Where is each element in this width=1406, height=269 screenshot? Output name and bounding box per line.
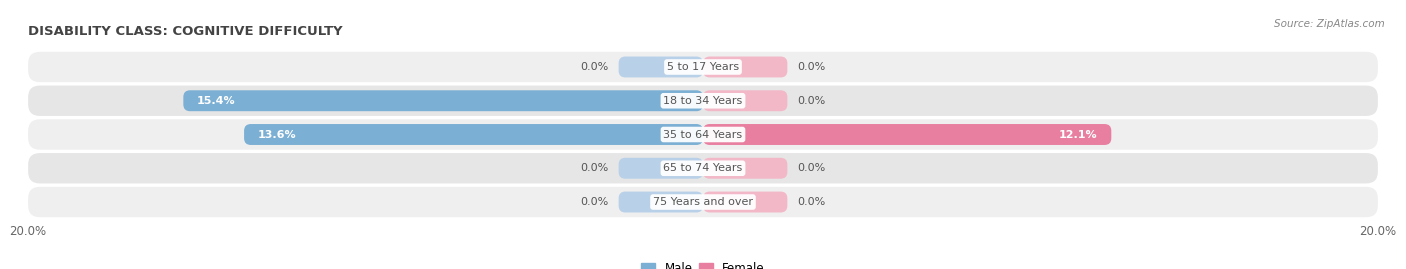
FancyBboxPatch shape (28, 119, 1378, 150)
Text: 0.0%: 0.0% (797, 96, 825, 106)
FancyBboxPatch shape (703, 192, 787, 213)
Text: 13.6%: 13.6% (257, 129, 297, 140)
Text: DISABILITY CLASS: COGNITIVE DIFFICULTY: DISABILITY CLASS: COGNITIVE DIFFICULTY (28, 24, 343, 38)
Text: 15.4%: 15.4% (197, 96, 235, 106)
Text: 0.0%: 0.0% (581, 62, 609, 72)
FancyBboxPatch shape (183, 90, 703, 111)
Text: 5 to 17 Years: 5 to 17 Years (666, 62, 740, 72)
FancyBboxPatch shape (703, 90, 787, 111)
FancyBboxPatch shape (28, 153, 1378, 183)
Text: 0.0%: 0.0% (797, 163, 825, 173)
Text: 18 to 34 Years: 18 to 34 Years (664, 96, 742, 106)
FancyBboxPatch shape (703, 56, 787, 77)
Text: 35 to 64 Years: 35 to 64 Years (664, 129, 742, 140)
FancyBboxPatch shape (28, 86, 1378, 116)
Text: Source: ZipAtlas.com: Source: ZipAtlas.com (1274, 19, 1385, 29)
Text: 0.0%: 0.0% (581, 163, 609, 173)
FancyBboxPatch shape (703, 158, 787, 179)
Text: 0.0%: 0.0% (581, 197, 609, 207)
Text: 0.0%: 0.0% (797, 62, 825, 72)
Text: 75 Years and over: 75 Years and over (652, 197, 754, 207)
Text: 0.0%: 0.0% (797, 197, 825, 207)
FancyBboxPatch shape (245, 124, 703, 145)
FancyBboxPatch shape (619, 56, 703, 77)
FancyBboxPatch shape (703, 124, 1111, 145)
Text: 65 to 74 Years: 65 to 74 Years (664, 163, 742, 173)
FancyBboxPatch shape (619, 158, 703, 179)
Legend: Male, Female: Male, Female (637, 258, 769, 269)
Text: 12.1%: 12.1% (1059, 129, 1098, 140)
FancyBboxPatch shape (28, 187, 1378, 217)
FancyBboxPatch shape (28, 52, 1378, 82)
FancyBboxPatch shape (619, 192, 703, 213)
